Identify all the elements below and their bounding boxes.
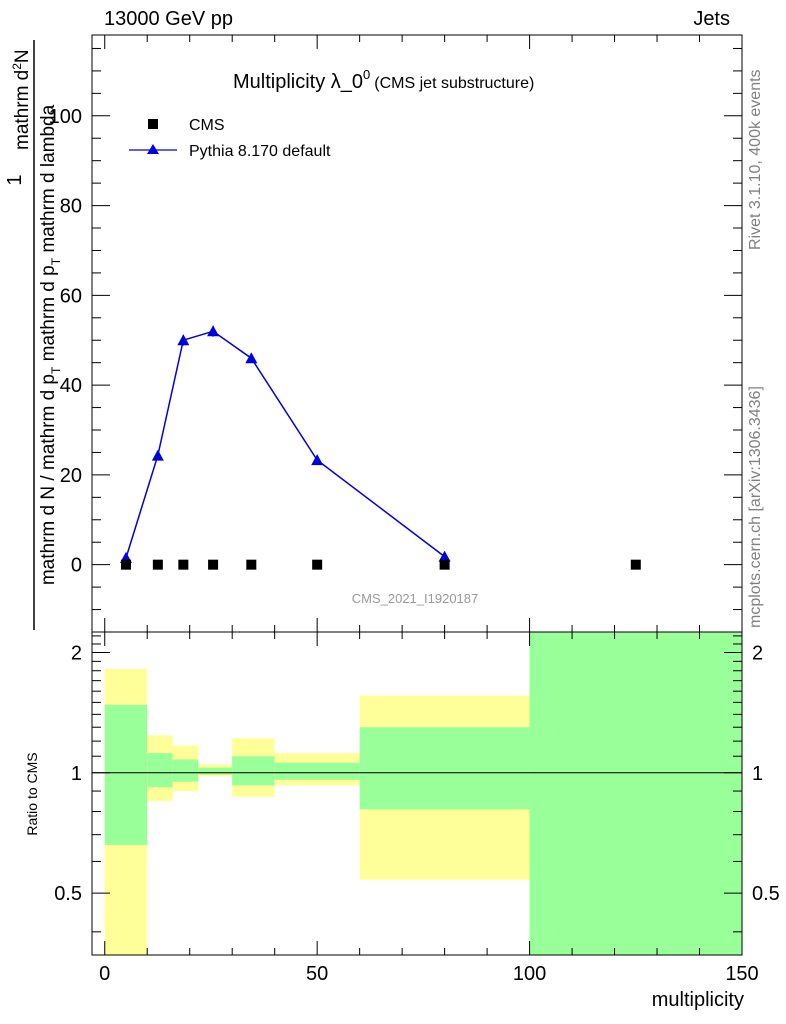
ratio-bands [104,632,742,955]
ratio-band-green [198,767,233,775]
cms-point [630,559,641,570]
x-axis-label: multiplicity [652,989,744,1011]
pythia-point [151,449,164,461]
x-tick-label: 0 [99,963,110,985]
pythia-point [311,454,324,466]
ratio-panel: 0.5 0.5 1 1 2 2 0 50 100 150 Ratio to CMS multip… [24,631,780,1011]
x-tick-label: 150 [725,963,758,985]
pythia-point [177,334,190,346]
main-y-axis-label: 1 mathrm d2N mathrm d N / mathrm d pT ma… [4,40,63,630]
chart-title: Multiplicity λ_00(CMS jet substructure) [233,67,534,93]
main-y-tick-label: 40 [60,375,82,397]
x-tick-label: 50 [306,963,328,985]
mcplots-credit-label: mcplots.cern.ch [arXiv:1306.3436] [747,386,764,628]
main-y-axis: 0 20 40 60 80 100 [49,35,743,632]
ratio-band-green [147,753,173,788]
ratio-y-axis: 0.5 0.5 1 1 2 2 [54,635,780,933]
ratio-band-green [104,704,148,845]
ratio-plot-frame [91,631,743,956]
legend-pythia-marker [147,144,159,154]
y-label-fraction-numerator: mathrm d2N [10,49,33,150]
rivet-version-label: Rivet 3.1.10, 400k events [747,69,764,250]
legend-cms-marker [148,119,158,129]
ratio-y-tick-label: 0.5 [54,883,82,905]
ratio-band-green [172,759,199,782]
main-y-tick-label: 100 [49,106,82,128]
ratio-y-tick-label-right: 1 [752,763,763,785]
pythia-point [245,352,258,364]
cms-point [208,559,219,570]
cms-point [312,559,323,570]
legend: CMS Pythia 8.170 default [129,117,331,160]
ratio-band-green [232,756,275,786]
cms-point [178,559,189,570]
x-axis: 0 50 100 150 [99,632,759,985]
main-panel: 0 20 40 60 80 100 Multiplicity λ_00(CMS jet s… [4,34,743,633]
pythia-line [125,330,446,559]
main-y-tick-label: 60 [60,285,82,307]
main-y-tick-label: 20 [60,465,82,487]
y-label-fraction-denominator: mathrm d N / mathrm d pT mathrm d pT mat… [38,104,63,585]
analysis-watermark: CMS_2021_I1920187 [352,591,479,606]
ratio-y-tick-label: 1 [71,763,82,785]
cms-point [152,559,163,570]
ratio-band-green [529,632,742,955]
header-collision-label: 13000 GeV pp [104,8,233,30]
ratio-y-tick-label-right: 2 [752,642,763,664]
ratio-y-tick-label: 2 [71,642,82,664]
legend-pythia-label: Pythia 8.170 default [189,143,331,160]
x-tick-label: 100 [513,963,546,985]
ratio-band-green [359,727,530,810]
ratio-band-green [274,762,360,780]
cms-point [120,559,131,570]
ratio-y-tick-label-right: 0.5 [752,883,780,905]
main-y-tick-label: 0 [71,555,82,577]
pythia-point [207,325,220,337]
header-analysis-group: Jets [693,8,730,30]
pythia-point [438,550,451,562]
ratio-y-axis-label: Ratio to CMS [24,752,40,835]
main-data-layer [119,325,641,570]
legend-cms-label: CMS [189,117,225,134]
main-y-tick-label: 80 [60,196,82,218]
cms-point [246,559,257,570]
y-label-prefactor: 1 [4,174,26,185]
cms-point [439,559,450,570]
